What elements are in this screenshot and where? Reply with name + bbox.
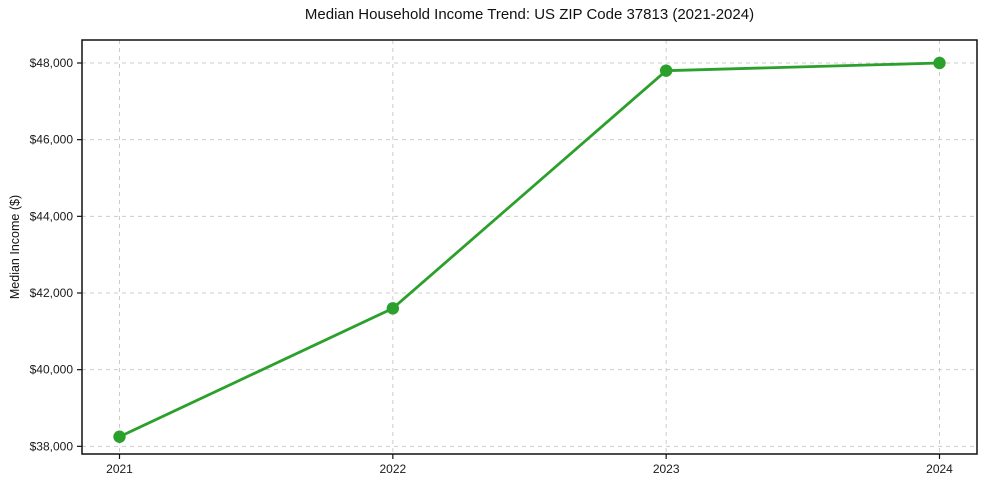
y-tick-label: $48,000	[30, 56, 74, 70]
data-point	[113, 430, 126, 443]
data-point	[386, 302, 400, 315]
x-tick-label: 2022	[379, 462, 406, 476]
x-tick-label: 2021	[106, 462, 133, 476]
y-tick-label: $46,000	[30, 133, 74, 147]
chart-title: Median Household Income Trend: US ZIP Co…	[304, 6, 755, 23]
axis-border	[81, 39, 978, 455]
x-tick-label: 2023	[653, 462, 680, 476]
x-tick-label: 2024	[926, 462, 953, 476]
trend-line	[118, 61, 941, 439]
data-point	[659, 64, 673, 77]
y-tick-label: $42,000	[30, 286, 74, 300]
data-point	[933, 56, 946, 70]
y-tick-label: $40,000	[30, 363, 74, 377]
y-tick-label: $38,000	[30, 439, 74, 453]
y-tick-label: $44,000	[30, 209, 74, 223]
